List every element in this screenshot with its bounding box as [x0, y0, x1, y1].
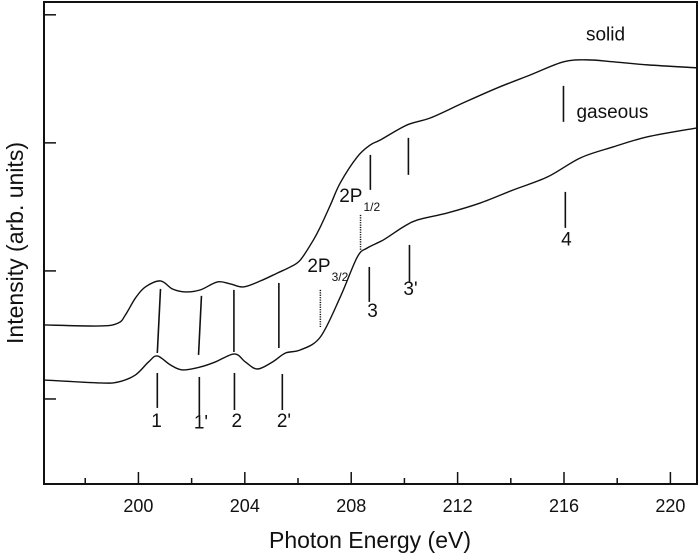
annotation-label: 3'	[403, 279, 417, 300]
annotation-subscript: 3/2	[332, 270, 349, 284]
annotation-main: 1'	[194, 412, 208, 433]
annotation-subscript: 1/2	[363, 200, 380, 214]
x-axis-label: Photon Energy (eV)	[269, 527, 471, 553]
annotation-label: 4	[561, 229, 572, 250]
annotation-main: 2'	[277, 411, 291, 432]
annotation-label: 2'	[277, 411, 291, 432]
annotation-main: 3	[367, 301, 378, 322]
annotation-label: 1'	[194, 412, 208, 433]
series-line-solid	[44, 59, 698, 327]
plot-frame	[43, 1, 698, 485]
series-line-gaseous	[44, 127, 698, 384]
annotation-label: 2	[232, 411, 243, 432]
annotation-main: 2	[232, 411, 243, 432]
annotation-label: solid	[586, 24, 625, 45]
annotation-label: 2P3/2	[307, 256, 348, 284]
annotation-main: solid	[586, 24, 625, 45]
x-tick-label: 200	[123, 496, 153, 516]
x-tick-label: 204	[230, 496, 260, 516]
annotation-main: 1	[151, 411, 162, 432]
annotation-main: 2P	[339, 186, 362, 207]
x-tick-label: 216	[549, 496, 579, 516]
annotation-main: gaseous	[576, 102, 648, 123]
annotation-label: 3	[367, 301, 378, 322]
annotation-label: 1	[151, 411, 162, 432]
annotation-main: 3'	[403, 279, 417, 300]
peak-marker	[197, 295, 203, 355]
annotation-main: 4	[561, 229, 572, 250]
x-tick-label: 212	[443, 496, 473, 516]
y-axis-label: Intensity (arb. units)	[2, 142, 28, 344]
annotation-label: gaseous	[576, 102, 648, 123]
peak-marker	[156, 288, 162, 354]
x-tick-label: 208	[336, 496, 366, 516]
annotation-main: 2P	[307, 256, 330, 277]
annotation-label: 2P1/2	[339, 186, 380, 214]
x-tick-label: 220	[655, 496, 685, 516]
